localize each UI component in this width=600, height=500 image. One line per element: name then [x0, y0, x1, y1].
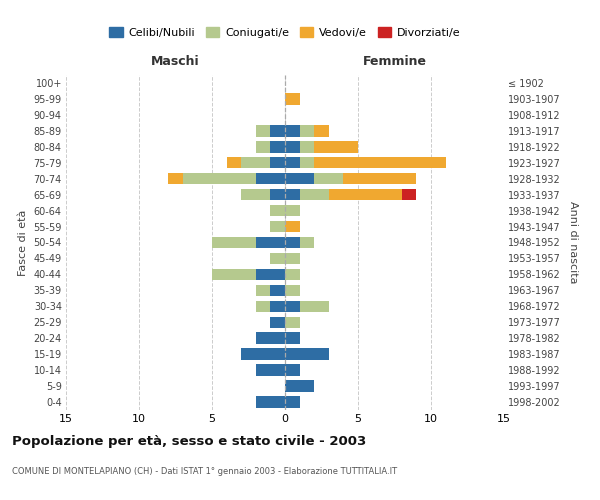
Bar: [285, 237, 299, 248]
Bar: [285, 364, 299, 376]
Bar: [271, 252, 285, 264]
Bar: [212, 237, 256, 248]
Bar: [256, 396, 285, 408]
Bar: [314, 157, 446, 168]
Bar: [256, 173, 285, 184]
Bar: [256, 364, 285, 376]
Bar: [285, 252, 299, 264]
Text: Maschi: Maschi: [151, 55, 200, 68]
Bar: [285, 380, 314, 392]
Bar: [285, 300, 299, 312]
Bar: [256, 237, 285, 248]
Bar: [241, 189, 271, 200]
Legend: Celibi/Nubili, Coniugati/e, Vedovi/e, Divorziati/e: Celibi/Nubili, Coniugati/e, Vedovi/e, Di…: [105, 23, 465, 42]
Bar: [285, 284, 299, 296]
Bar: [285, 93, 299, 104]
Bar: [402, 189, 416, 200]
Bar: [256, 332, 285, 344]
Bar: [299, 141, 314, 152]
Bar: [271, 157, 285, 168]
Bar: [285, 141, 299, 152]
Bar: [271, 189, 285, 200]
Bar: [314, 125, 329, 136]
Bar: [168, 173, 183, 184]
Bar: [256, 141, 271, 152]
Bar: [343, 173, 416, 184]
Bar: [314, 173, 343, 184]
Bar: [271, 300, 285, 312]
Bar: [271, 284, 285, 296]
Bar: [285, 348, 329, 360]
Bar: [285, 125, 299, 136]
Y-axis label: Fasce di età: Fasce di età: [18, 210, 28, 276]
Bar: [285, 332, 299, 344]
Bar: [241, 348, 285, 360]
Bar: [227, 157, 241, 168]
Bar: [329, 189, 402, 200]
Bar: [285, 316, 299, 328]
Bar: [271, 125, 285, 136]
Bar: [299, 157, 314, 168]
Bar: [285, 173, 314, 184]
Text: COMUNE DI MONTELAPIANO (CH) - Dati ISTAT 1° gennaio 2003 - Elaborazione TUTTITAL: COMUNE DI MONTELAPIANO (CH) - Dati ISTAT…: [12, 468, 397, 476]
Bar: [299, 300, 329, 312]
Bar: [271, 141, 285, 152]
Bar: [285, 157, 299, 168]
Bar: [271, 205, 285, 216]
Bar: [256, 300, 271, 312]
Text: Femmine: Femmine: [362, 55, 427, 68]
Bar: [299, 125, 314, 136]
Bar: [299, 237, 314, 248]
Y-axis label: Anni di nascita: Anni di nascita: [568, 201, 578, 284]
Bar: [256, 284, 271, 296]
Bar: [271, 316, 285, 328]
Bar: [285, 221, 299, 232]
Bar: [314, 141, 358, 152]
Bar: [285, 396, 299, 408]
Bar: [256, 268, 285, 280]
Text: Popolazione per età, sesso e stato civile - 2003: Popolazione per età, sesso e stato civil…: [12, 435, 366, 448]
Bar: [271, 221, 285, 232]
Bar: [256, 125, 271, 136]
Bar: [241, 157, 271, 168]
Bar: [212, 268, 256, 280]
Bar: [285, 189, 299, 200]
Bar: [299, 189, 329, 200]
Bar: [285, 205, 299, 216]
Bar: [285, 268, 299, 280]
Bar: [183, 173, 256, 184]
